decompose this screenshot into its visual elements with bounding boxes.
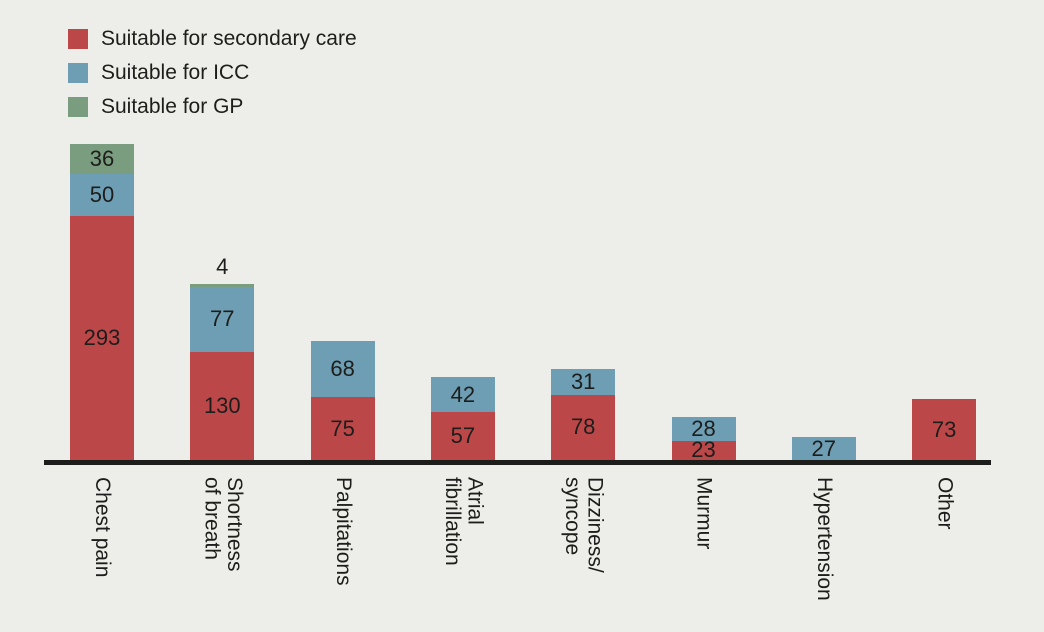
bar-segment-suitable-for-secondary-care: 73 bbox=[912, 399, 977, 460]
bar-other: 73 bbox=[912, 399, 977, 460]
x-axis-line bbox=[44, 460, 991, 465]
bar-value-label: 28 bbox=[691, 416, 716, 442]
x-axis-label-chest-pain: Chest pain bbox=[91, 477, 115, 578]
bar-value-label: 130 bbox=[203, 392, 241, 418]
bar-value-label: 27 bbox=[811, 435, 837, 461]
bar-value-label: 4 bbox=[216, 254, 229, 280]
legend-label-gp: Suitable for GP bbox=[101, 95, 244, 118]
bar-segment-suitable-for-secondary-care: 75 bbox=[310, 397, 375, 460]
bar-segment-suitable-for-icc: 28 bbox=[671, 416, 736, 442]
legend-label-icc: Suitable for ICC bbox=[101, 61, 250, 84]
bar-murmur: 28 23 bbox=[671, 416, 736, 463]
bar-segment-suitable-for-secondary-care: 130 bbox=[190, 351, 255, 460]
x-axis-label-hypertension: Hypertension bbox=[813, 477, 837, 601]
bar-shortness-of-breath: 4 77 130 bbox=[190, 256, 255, 460]
bar-segment-suitable-for-icc: 31 bbox=[551, 369, 616, 395]
bar-value-label: 73 bbox=[931, 416, 957, 442]
bar-dizziness-syncope: 31 78 bbox=[551, 369, 616, 460]
bar-value-label: 36 bbox=[89, 146, 115, 171]
legend-item-icc: Suitable for ICC bbox=[68, 62, 357, 83]
bar-segment-suitable-for-icc: 42 bbox=[430, 377, 495, 413]
bar-segment-suitable-for-icc: 50 bbox=[70, 174, 134, 216]
bar-segment-suitable-for-icc: 27 bbox=[791, 435, 856, 461]
bar-value-label: 293 bbox=[83, 324, 121, 350]
bar-value-label: 31 bbox=[570, 369, 596, 395]
x-axis-label-other: Other bbox=[933, 477, 957, 530]
legend-swatch-secondary-care-icon bbox=[68, 28, 88, 49]
bar-segment-suitable-for-secondary-care: 23 bbox=[671, 437, 736, 463]
bar-value-label: 23 bbox=[691, 437, 716, 463]
bar-value-label: 50 bbox=[89, 181, 115, 207]
legend-swatch-icc-icon bbox=[68, 62, 88, 83]
bar-atrial-fibrillation: 42 57 bbox=[430, 377, 495, 460]
x-axis-label-dizziness-syncope: Dizziness/syncope bbox=[561, 477, 607, 573]
bar-segment-suitable-for-icc: 68 bbox=[310, 340, 375, 398]
legend-item-secondary-care: Suitable for secondary care bbox=[68, 28, 357, 49]
x-axis-label-shortness-of-breath: Shortness of breath bbox=[200, 477, 246, 572]
legend-label-secondary-care: Suitable for secondary care bbox=[101, 27, 357, 50]
bar-value-label: 57 bbox=[450, 423, 476, 449]
legend: Suitable for secondary care Suitable for… bbox=[68, 28, 357, 117]
bar-segment-suitable-for-icc: 77 bbox=[190, 287, 255, 352]
x-axis-label-palpitations: Palpitations bbox=[331, 477, 355, 586]
bar-value-label: 42 bbox=[450, 381, 476, 407]
bar-value-label: 75 bbox=[330, 415, 355, 441]
bar-chest-pain: 36 50 293 bbox=[70, 144, 134, 460]
x-axis-label-atrial-fibrillation: Atrial fibrillation bbox=[440, 477, 487, 566]
bar-value-label: 78 bbox=[570, 414, 596, 440]
legend-swatch-gp-icon bbox=[68, 96, 88, 117]
bar-segment-suitable-for-gp bbox=[190, 284, 255, 288]
x-axis-label-murmur: Murmur bbox=[692, 477, 716, 550]
bar-segment-suitable-for-secondary-care: 57 bbox=[430, 412, 495, 460]
bar-value-label: 77 bbox=[210, 306, 235, 332]
legend-item-gp: Suitable for GP bbox=[68, 96, 357, 117]
bar-hypertension: 27 bbox=[791, 435, 856, 461]
bar-segment-suitable-for-gp: 36 bbox=[70, 144, 134, 175]
bar-palpitations: 68 75 bbox=[310, 340, 375, 460]
bar-value-label: 68 bbox=[330, 356, 355, 382]
bar-segment-suitable-for-secondary-care: 78 bbox=[551, 394, 616, 460]
bar-segment-suitable-for-secondary-care: 293 bbox=[70, 215, 134, 460]
